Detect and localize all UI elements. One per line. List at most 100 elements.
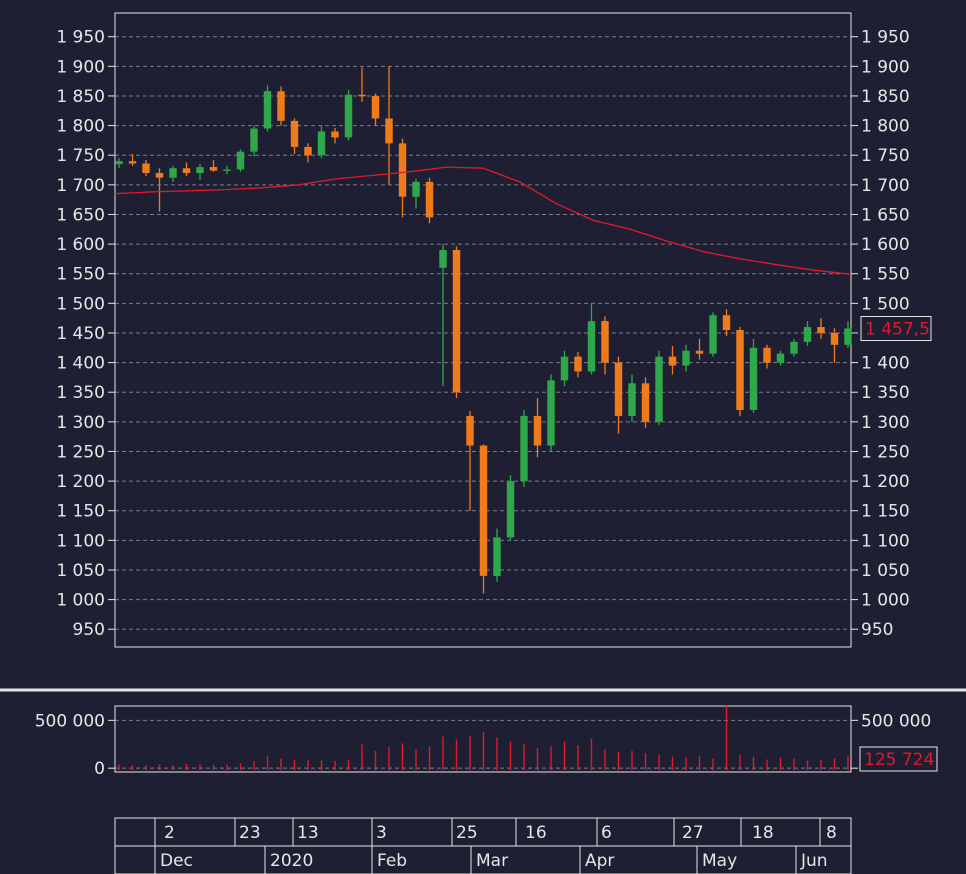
- candle-down: [142, 163, 150, 173]
- day-label: 3: [376, 823, 387, 843]
- price-tick-label-right: 1 500: [861, 294, 910, 314]
- month-label: Dec: [160, 851, 193, 871]
- candle-down: [533, 415, 542, 446]
- price-tick-label-right: 1 650: [861, 205, 910, 225]
- price-tick-label-left: 1 000: [56, 591, 105, 611]
- day-label: 18: [752, 823, 774, 843]
- candle-up: [317, 131, 326, 156]
- volume-axis-left: 0 500 000: [35, 711, 115, 779]
- price-tick-label-left: 1 900: [56, 57, 105, 77]
- price-tick-label-left: 1 400: [56, 354, 105, 374]
- price-tick-label-left: 1 750: [56, 146, 105, 166]
- price-tick-label-left: 1 250: [56, 442, 105, 462]
- price-tick-label-right: 1 200: [861, 472, 910, 492]
- day-label: 16: [525, 823, 547, 843]
- price-tick-label-right: 1 700: [861, 176, 910, 196]
- price-axis-right: 950 1 000 1 050 1 100 1 150 1 200 1 250 1 300 1 …: [851, 28, 910, 640]
- candle-up: [223, 169, 231, 171]
- day-label: 6: [601, 823, 612, 843]
- candle-up: [682, 350, 690, 366]
- last-volume-box: [859, 746, 938, 772]
- candle-down: [668, 356, 677, 366]
- volume-tick-label-left: 0: [94, 759, 105, 779]
- candle-down: [452, 250, 461, 393]
- price-tick-label-left: 1 700: [56, 176, 105, 196]
- candle-down: [398, 143, 407, 197]
- candle-up: [493, 537, 501, 576]
- volume-tick-label-right: 500 000: [861, 711, 931, 731]
- candle-down: [358, 94, 366, 97]
- price-tick-label-right: 1 850: [861, 87, 910, 107]
- candle-down: [574, 356, 582, 372]
- day-label: 8: [826, 823, 837, 843]
- candle-down: [466, 415, 474, 446]
- volume-tick-label-left: 500 000: [35, 711, 105, 731]
- last-volume-badge: 125 724: [859, 746, 938, 772]
- price-tick-label-left: 1 950: [56, 28, 105, 48]
- candle-down: [479, 445, 488, 576]
- candle-down: [331, 131, 339, 138]
- candle-up: [790, 341, 798, 354]
- price-tick-label-right: 950: [861, 620, 893, 640]
- candle-down: [290, 120, 299, 147]
- candle-down: [155, 172, 164, 178]
- candle-down: [763, 347, 771, 363]
- candle-up: [412, 181, 420, 197]
- candle-up: [196, 167, 204, 173]
- day-label: 13: [297, 823, 319, 843]
- candle-up: [169, 168, 177, 178]
- candle-down: [385, 118, 393, 144]
- price-tick-label-left: 1 150: [56, 502, 105, 522]
- candlestick-series: [115, 66, 852, 594]
- candle-down: [722, 315, 731, 330]
- price-tick-label-left: 1 050: [56, 561, 105, 581]
- price-tick-label-left: 1 450: [56, 324, 105, 344]
- month-label: 2020: [270, 851, 313, 871]
- month-label: May: [702, 851, 737, 871]
- volume-panel[interactable]: 0 500 000 500 000 125 724: [35, 705, 938, 779]
- month-label: Jun: [800, 851, 828, 871]
- last-price-badge: 1 457,5: [860, 316, 932, 342]
- month-label: Apr: [585, 851, 614, 871]
- time-axis[interactable]: 2 23 13 3 25 16 6 27 18 8 Dec 2020 Feb Mar Apr May Jun: [114, 817, 852, 874]
- candle-down: [830, 332, 839, 345]
- month-label: Feb: [377, 851, 407, 871]
- price-tick-label-left: 1 100: [56, 531, 105, 551]
- price-axis-left: 950 1 000 1 050 1 100 1 150 1 200 1 250 1 300 1 …: [56, 28, 115, 640]
- candle-down: [817, 327, 825, 333]
- price-tick-label-right: 1 100: [861, 531, 910, 551]
- last-volume-label: 125 724: [864, 750, 934, 770]
- candle-up: [439, 250, 447, 268]
- candle-up: [520, 415, 528, 482]
- candle-up: [344, 94, 353, 138]
- price-tick-label-right: 1 600: [861, 235, 910, 255]
- price-tick-label-left: 1 550: [56, 265, 105, 285]
- price-tick-label-left: 1 600: [56, 235, 105, 255]
- month-labels: Dec 2020 Feb Mar Apr May Jun: [154, 846, 828, 874]
- price-tick-label-left: 1 200: [56, 472, 105, 492]
- candle-down: [695, 350, 704, 354]
- price-tick-label-right: 1 000: [861, 591, 910, 611]
- price-panel[interactable]: 950 1 000 1 050 1 100 1 150 1 200 1 250 1 300 1 …: [56, 12, 932, 648]
- candle-down: [371, 95, 380, 119]
- moving-average-line: [114, 166, 852, 275]
- candle-up: [655, 356, 663, 422]
- day-label: 2: [164, 823, 175, 843]
- price-tick-label-right: 1 400: [861, 354, 910, 374]
- day-label: 27: [682, 823, 704, 843]
- candle-down: [601, 321, 609, 363]
- volume-axis-right: 500 000: [851, 711, 931, 769]
- price-tick-label-left: 1 800: [56, 117, 105, 137]
- candle-down: [614, 362, 623, 416]
- candle-down: [277, 91, 285, 121]
- candle-down: [304, 146, 312, 156]
- candle-up: [749, 347, 758, 410]
- candle-up: [250, 128, 258, 152]
- candle-up: [709, 315, 717, 354]
- price-tick-label-right: 1 300: [861, 413, 910, 433]
- price-tick-label-right: 1 250: [861, 442, 910, 462]
- candle-down: [641, 383, 650, 422]
- candle-up: [547, 380, 555, 446]
- price-tick-label-left: 1 500: [56, 294, 105, 314]
